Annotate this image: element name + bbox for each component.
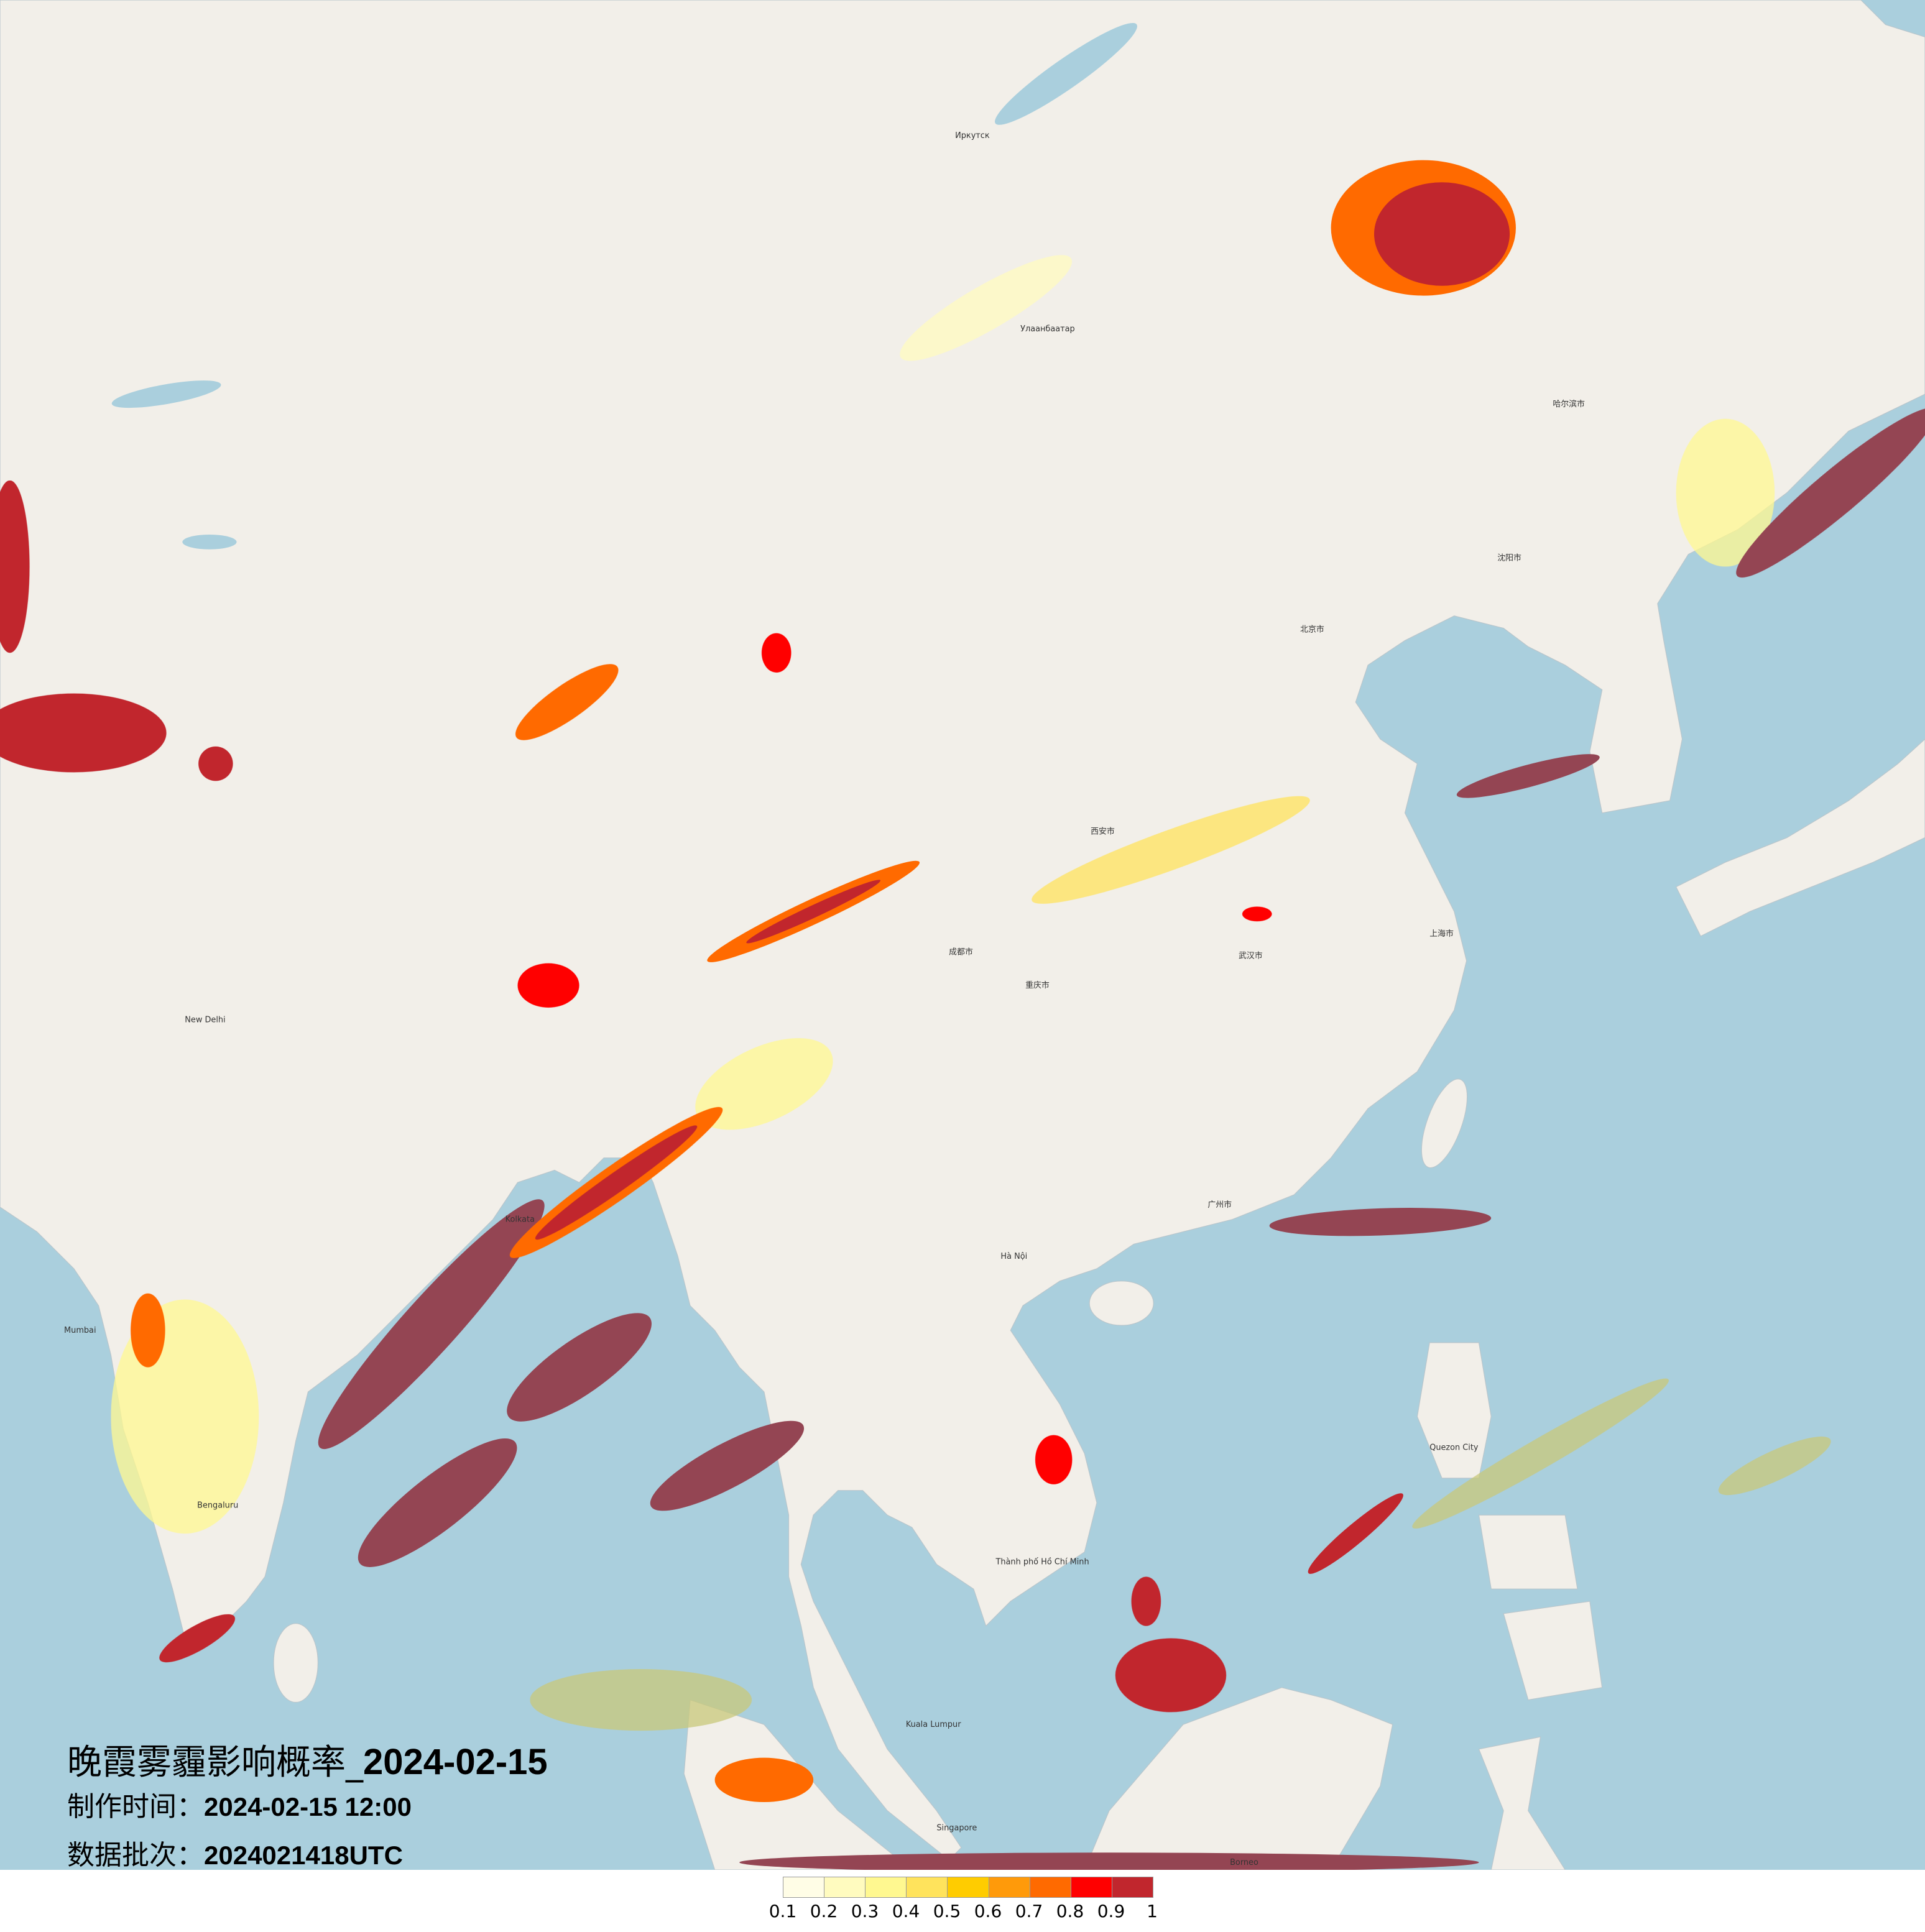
place-label: New Delhi [185,1016,225,1025]
taiwan [1421,1079,1468,1169]
place-label: 重庆市 [1025,980,1050,990]
legend-label: 0.5 [933,1901,961,1921]
place-label: Kolkata [505,1215,535,1225]
asia-mainland [0,0,1925,1861]
lakes [111,22,1137,550]
place-label: 广州市 [1207,1200,1232,1210]
japan [1675,738,1925,937]
place-label: Quezon City [1429,1443,1479,1452]
legend-label: 0.4 [892,1901,920,1921]
legend-label: 0.8 [1056,1901,1084,1921]
legend-swatch [824,1877,866,1897]
legend-swatch [989,1877,1030,1897]
sri-lanka [273,1623,318,1703]
legend-swatch [948,1877,989,1897]
legend-swatch [1071,1877,1112,1897]
fog-high-probability [0,160,1925,1870]
fog-zone-taiwan-strait [1269,1208,1492,1236]
mindanao [1503,1601,1603,1701]
place-label: 哈尔滨市 [1553,399,1585,409]
place-label: Hà Nội [1000,1252,1027,1261]
hainan [1089,1281,1154,1326]
color-legend [783,1877,1153,1898]
legend-swatch [1030,1877,1071,1897]
legend-label: 0.7 [1015,1901,1043,1921]
place-label: 沈阳市 [1497,553,1521,563]
place-label: 西安市 [1091,827,1115,837]
place-label: Улаанбаатар [1020,324,1075,334]
place-label: 北京市 [1300,625,1324,635]
legend-label: 0.3 [851,1901,879,1921]
land [0,0,1925,1870]
place-label: Kuala Lumpur [906,1720,961,1729]
data-batch-label: 数据批次： [67,1839,204,1871]
map-title-text: 晚霞雾霾影响概率_ [67,1742,363,1783]
place-label: Singapore [936,1824,977,1833]
place-label: 武汉市 [1239,951,1263,961]
legend-label: 0.6 [974,1901,1002,1921]
sulawesi [1478,1736,1566,1870]
data-batch: 数据批次：2024021418UTC [67,1833,403,1872]
production-time: 制作时间：2024-02-15 12:00 [67,1784,412,1824]
map-title-date: 2024-02-15 [363,1742,548,1782]
legend-label: 1 [1147,1901,1158,1921]
legend-swatch [1112,1877,1153,1897]
fog-low-probability [111,255,1831,1731]
data-batch-value: 2024021418UTC [204,1841,403,1870]
place-label: 成都市 [949,947,973,957]
fog-zone-bay-of-bengal-1 [318,1199,545,1450]
fog-probability-map[interactable]: 北京市 上海市 武汉市 广州市 成都市 重庆市 西安市 沈阳市 哈尔滨市 Hà … [0,0,1925,1870]
place-label: Thành phố Hồ Chí Minh [995,1558,1089,1567]
place-label: 上海市 [1429,929,1454,939]
borneo [1084,1687,1393,1870]
place-label: Mumbai [64,1326,96,1335]
place-label: Bengaluru [197,1501,238,1510]
fog-zone-kazakhstan [0,693,167,773]
place-label: Иркутск [955,131,990,140]
legend-label: 0.2 [810,1901,838,1921]
map-title: 晚霞雾霾影响概率_2024-02-15 [67,1734,548,1785]
lake-balkhash [111,380,221,408]
legend-label: 0.1 [769,1901,797,1921]
fog-zone-sea-of-japan [1736,408,1925,578]
legend-swatch [866,1877,907,1897]
legend-swatch [907,1877,948,1897]
visayas [1478,1514,1578,1589]
production-time-label: 制作时间： [67,1791,204,1823]
lake-baikal [995,22,1137,125]
legend-labels: 0.1 0.2 0.3 0.4 0.5 0.6 0.7 0.8 0.9 1 [769,1901,1193,1923]
legend-swatch [783,1877,825,1897]
legend-label: 0.9 [1097,1901,1125,1921]
place-label: Borneo [1230,1858,1258,1867]
production-time-value: 2024-02-15 12:00 [204,1792,412,1821]
issyk-kul [182,534,237,550]
place-labels: 北京市 上海市 武汉市 广州市 成都市 重庆市 西安市 沈阳市 哈尔滨市 Hà … [64,131,1585,1867]
